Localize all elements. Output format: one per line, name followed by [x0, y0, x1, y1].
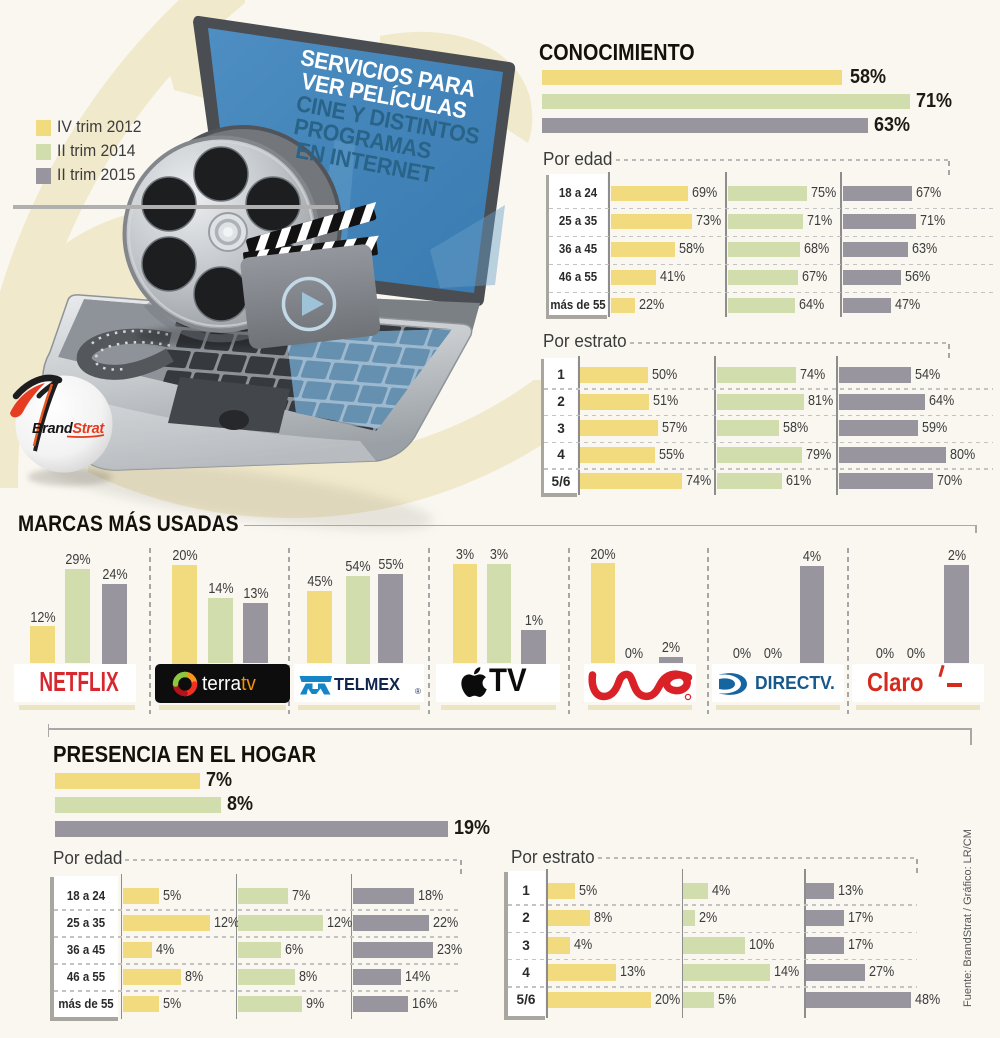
svg-text:BrandStrat: BrandStrat — [32, 421, 105, 437]
